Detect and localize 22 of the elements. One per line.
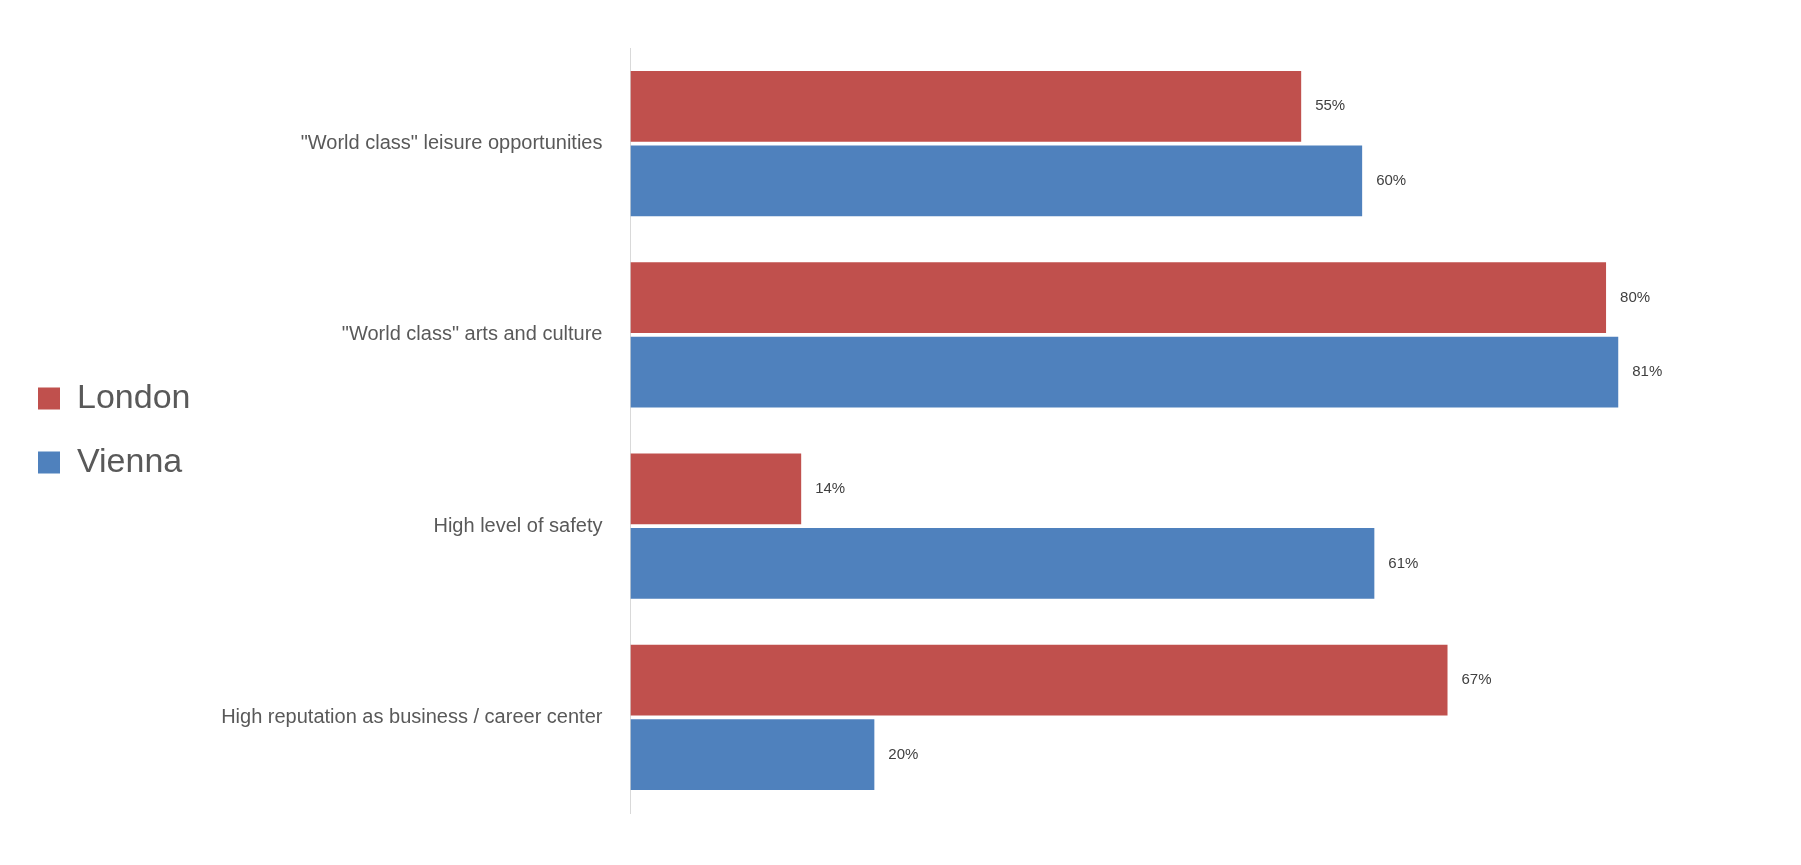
bar xyxy=(630,453,802,525)
bar xyxy=(630,145,1363,217)
legend-label: London xyxy=(77,376,191,415)
data-label: 61% xyxy=(1388,553,1419,571)
y-tick-label: "World class" leisure opportunities xyxy=(300,131,603,154)
y-tick-label: High reputation as business / career center xyxy=(221,704,603,727)
bar xyxy=(630,70,1302,142)
bar xyxy=(630,719,875,791)
data-label: 14% xyxy=(815,478,846,496)
y-tick-label: High level of safety xyxy=(433,513,603,536)
bar xyxy=(630,527,1375,599)
data-label: 60% xyxy=(1376,171,1407,189)
bar xyxy=(630,262,1607,334)
data-label: 20% xyxy=(888,744,919,762)
data-label: 67% xyxy=(1461,670,1492,688)
y-tick-label: "World class" arts and culture xyxy=(341,322,603,345)
bar xyxy=(630,644,1448,716)
data-label: 81% xyxy=(1632,362,1663,380)
legend-label: Vienna xyxy=(77,440,183,479)
bar xyxy=(630,336,1619,408)
data-label: 80% xyxy=(1620,287,1651,305)
data-label: 55% xyxy=(1315,96,1346,114)
